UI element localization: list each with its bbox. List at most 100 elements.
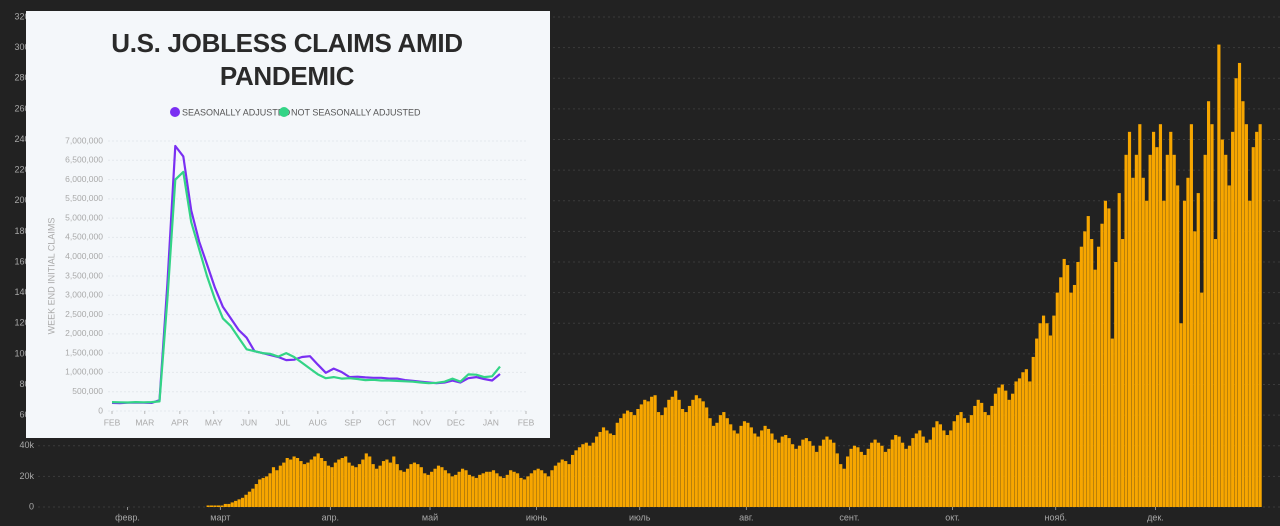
bar: [1224, 154, 1228, 507]
line-chart: 0 500,000 1,000,000 1,500,000 2,000,000 2,500…: [65, 107, 535, 427]
y-tick-label: 6,000,000: [65, 174, 103, 184]
bar: [1055, 292, 1059, 507]
bar: [1196, 193, 1200, 507]
bar: [361, 459, 365, 507]
y-tick-label: 20k: [19, 471, 34, 481]
bar: [536, 468, 540, 507]
bar: [1017, 378, 1022, 507]
bar: [705, 407, 709, 507]
bar: [364, 453, 368, 507]
bar: [306, 462, 310, 507]
bar: [313, 456, 317, 507]
bar: [1103, 200, 1108, 507]
bar: [495, 473, 499, 507]
bar: [605, 430, 609, 507]
bar: [828, 439, 832, 507]
bar: [265, 476, 269, 507]
bar: [883, 451, 887, 507]
bar: [753, 433, 757, 507]
bar: [897, 436, 901, 507]
bar: [873, 439, 877, 507]
bar: [344, 456, 348, 507]
bar: [412, 462, 417, 507]
x-tick-label: июль: [629, 512, 651, 522]
bar: [931, 427, 936, 507]
bar: [1255, 131, 1259, 507]
bar: [1172, 154, 1176, 507]
bar: [756, 436, 760, 507]
bar: [357, 464, 362, 507]
bar: [553, 465, 557, 507]
bar: [880, 445, 884, 507]
bar: [986, 415, 991, 507]
x-tick-label: FEB: [104, 417, 121, 427]
bar: [1069, 292, 1073, 507]
bar: [457, 471, 461, 507]
x-tick-label: авг.: [739, 512, 753, 522]
bar: [980, 402, 984, 507]
bar: [1041, 315, 1046, 507]
bar: [436, 465, 441, 507]
bar: [588, 445, 592, 507]
bar: [1121, 239, 1125, 507]
bar: [894, 435, 898, 507]
bar: [595, 436, 599, 507]
bar: [254, 484, 258, 507]
y-tick-label: 180k: [14, 226, 34, 236]
bar: [901, 442, 905, 507]
bar: [1100, 223, 1104, 507]
bar: [952, 421, 956, 507]
bar: [347, 462, 351, 507]
x-tick-label: февр.: [115, 512, 140, 522]
bar: [1066, 265, 1070, 507]
bar: [907, 445, 912, 507]
bar: [330, 467, 334, 507]
bar: [694, 395, 698, 507]
bar: [904, 448, 908, 507]
bar: [282, 462, 286, 507]
bar: [1024, 369, 1028, 507]
bar: [921, 436, 925, 507]
bar: [969, 415, 973, 507]
bar: [1062, 258, 1066, 507]
bar: [433, 468, 437, 507]
bar: [797, 445, 802, 507]
bar: [1090, 239, 1094, 507]
bar: [729, 424, 733, 507]
bar: [1234, 78, 1238, 507]
bar: [1251, 147, 1255, 507]
y-tick-label: 3,000,000: [65, 290, 103, 300]
bar: [1141, 177, 1145, 507]
bar: [876, 442, 881, 507]
bar: [859, 451, 863, 507]
bar: [598, 431, 602, 507]
x-tick-label: апр.: [322, 512, 339, 522]
bar: [485, 471, 489, 507]
bar: [1237, 62, 1242, 507]
bar: [430, 471, 434, 507]
bar: [667, 399, 671, 507]
bar: [918, 430, 922, 507]
y-tick-label: 40k: [19, 440, 34, 450]
bar: [849, 448, 853, 507]
bar: [832, 442, 836, 507]
x-tick-label: июнь: [526, 512, 548, 522]
x-tick-label: JUL: [275, 417, 290, 427]
x-tick-label: NOV: [413, 417, 432, 427]
bar: [584, 442, 588, 507]
x-tick-label: дек.: [1147, 512, 1164, 522]
bar: [405, 468, 410, 507]
bar: [742, 421, 747, 507]
bar: [1169, 131, 1173, 507]
bar: [543, 473, 547, 507]
bar: [866, 448, 870, 507]
bar: [1038, 323, 1042, 507]
bar: [285, 458, 289, 507]
x-tick-label: сент.: [839, 512, 859, 522]
inset-panel: [26, 11, 550, 438]
bar: [515, 473, 520, 507]
bar: [966, 422, 970, 507]
bar: [1045, 323, 1049, 507]
x-tick-label: март: [210, 512, 230, 522]
bar: [983, 412, 987, 507]
